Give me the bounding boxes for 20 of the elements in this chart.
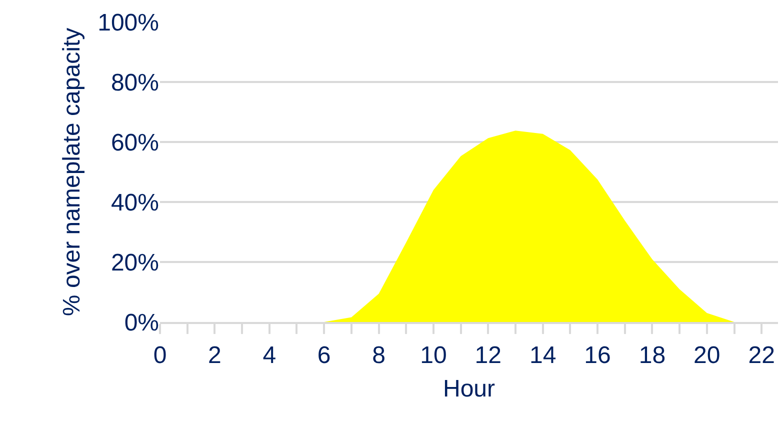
y-tick-label: 20% [110, 249, 159, 276]
x-tick-label: 20 [694, 342, 720, 369]
x-tick-label: 12 [474, 342, 502, 369]
x-tick-label: 4 [262, 342, 276, 369]
y-tick-label: 40% [110, 189, 159, 216]
x-axis-title: Hour [442, 376, 496, 403]
x-tick-label: 6 [317, 342, 331, 369]
x-tick-label: 10 [420, 342, 447, 369]
y-tick-label: 100% [98, 9, 159, 36]
y-axis-title: % over nameplate capacity [58, 28, 86, 316]
x-tick-label: 0 [153, 342, 167, 369]
x-tick-label: 14 [529, 342, 556, 369]
y-tick-label: 60% [110, 129, 159, 156]
y-tick-label: 80% [110, 69, 159, 96]
x-tick-label: 2 [208, 342, 222, 369]
x-tick-label: 22 [748, 342, 775, 369]
y-tick-label: 0% [124, 309, 159, 336]
x-tick-label: 8 [372, 342, 386, 369]
x-tick-label: 18 [638, 342, 666, 369]
x-tick-label: 16 [584, 342, 611, 369]
